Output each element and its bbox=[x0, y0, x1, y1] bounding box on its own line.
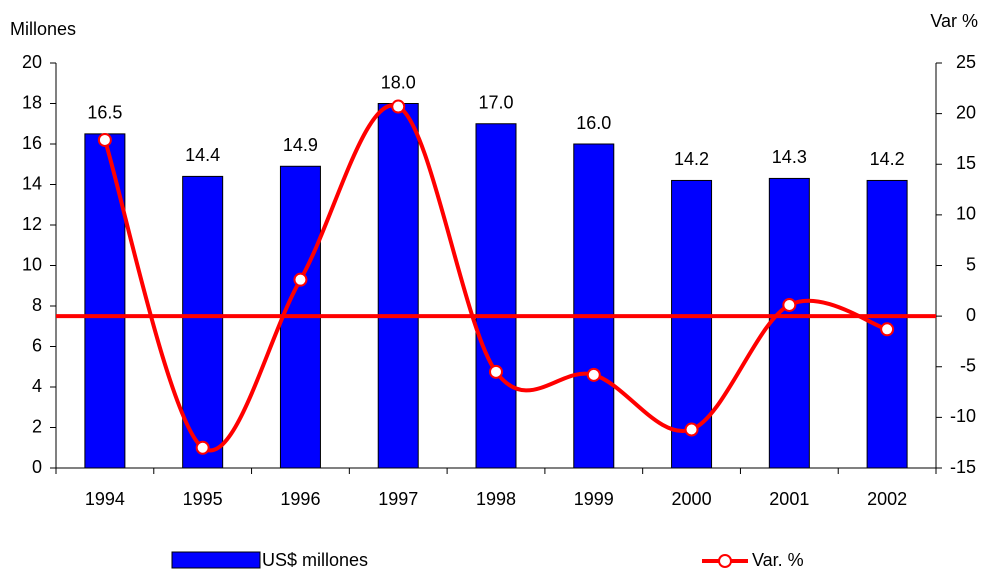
y-tick-label: 0 bbox=[32, 457, 42, 477]
marker bbox=[97, 132, 112, 147]
y2-tick-label: -10 bbox=[950, 406, 976, 426]
value-label: 16.0 bbox=[576, 113, 611, 133]
marker bbox=[195, 440, 210, 455]
bar bbox=[768, 177, 810, 469]
value-label: 14.9 bbox=[283, 135, 318, 155]
value-label: 14.4 bbox=[185, 145, 220, 165]
y-tick-label: 10 bbox=[22, 254, 42, 274]
value-label: 14.3 bbox=[772, 147, 807, 167]
y2-tick-label: 10 bbox=[956, 204, 976, 224]
marker bbox=[489, 364, 503, 379]
y2-tick-label: 5 bbox=[966, 254, 976, 274]
x-tick-label: 1996 bbox=[280, 489, 320, 509]
marker bbox=[684, 422, 699, 437]
marker bbox=[293, 272, 308, 287]
value-label: 14.2 bbox=[674, 149, 709, 169]
y-tick-label: 20 bbox=[22, 52, 42, 72]
y2-tick-label: -15 bbox=[950, 457, 976, 477]
value-label: 16.5 bbox=[87, 103, 122, 123]
bar bbox=[84, 133, 126, 469]
y-tick-label: 2 bbox=[32, 416, 42, 436]
x-tick-label: 1999 bbox=[574, 489, 614, 509]
marker bbox=[586, 367, 601, 382]
y2-axis-title: Var % bbox=[930, 11, 978, 31]
x-tick-label: 1997 bbox=[378, 489, 418, 509]
value-label: 14.2 bbox=[870, 149, 905, 169]
legend-marker bbox=[718, 554, 732, 568]
x-tick-label: 2002 bbox=[867, 489, 907, 509]
bar bbox=[573, 143, 615, 469]
y2-tick-label: 0 bbox=[966, 305, 976, 325]
marker bbox=[391, 99, 406, 114]
y2-tick-label: 25 bbox=[956, 52, 976, 72]
y2-tick-label: 20 bbox=[956, 102, 976, 122]
x-tick-label: 1998 bbox=[476, 489, 516, 509]
x-tick-label: 1995 bbox=[183, 489, 223, 509]
y-tick-label: 16 bbox=[22, 133, 42, 153]
bar bbox=[475, 123, 517, 469]
legend-label: US$ millones bbox=[262, 550, 368, 570]
legend-swatch bbox=[171, 551, 261, 569]
y2-tick-label: -5 bbox=[960, 356, 976, 376]
y-tick-label: 4 bbox=[32, 376, 42, 396]
value-label: 18.0 bbox=[381, 72, 416, 92]
y-tick-label: 8 bbox=[32, 295, 42, 315]
marker bbox=[782, 297, 797, 312]
x-tick-label: 2000 bbox=[672, 489, 712, 509]
y-tick-label: 6 bbox=[32, 335, 42, 355]
y-axis-title: Millones bbox=[10, 19, 76, 39]
legend-label: Var. % bbox=[752, 550, 804, 570]
y-tick-label: 14 bbox=[22, 173, 42, 193]
x-tick-label: 1994 bbox=[85, 489, 125, 509]
y-tick-label: 12 bbox=[22, 214, 42, 234]
y2-tick-label: 15 bbox=[956, 153, 976, 173]
y-tick-label: 18 bbox=[22, 92, 42, 112]
bar bbox=[377, 103, 419, 469]
value-label: 17.0 bbox=[478, 93, 513, 113]
marker bbox=[880, 322, 895, 337]
bar bbox=[182, 175, 224, 469]
x-tick-label: 2001 bbox=[769, 489, 809, 509]
